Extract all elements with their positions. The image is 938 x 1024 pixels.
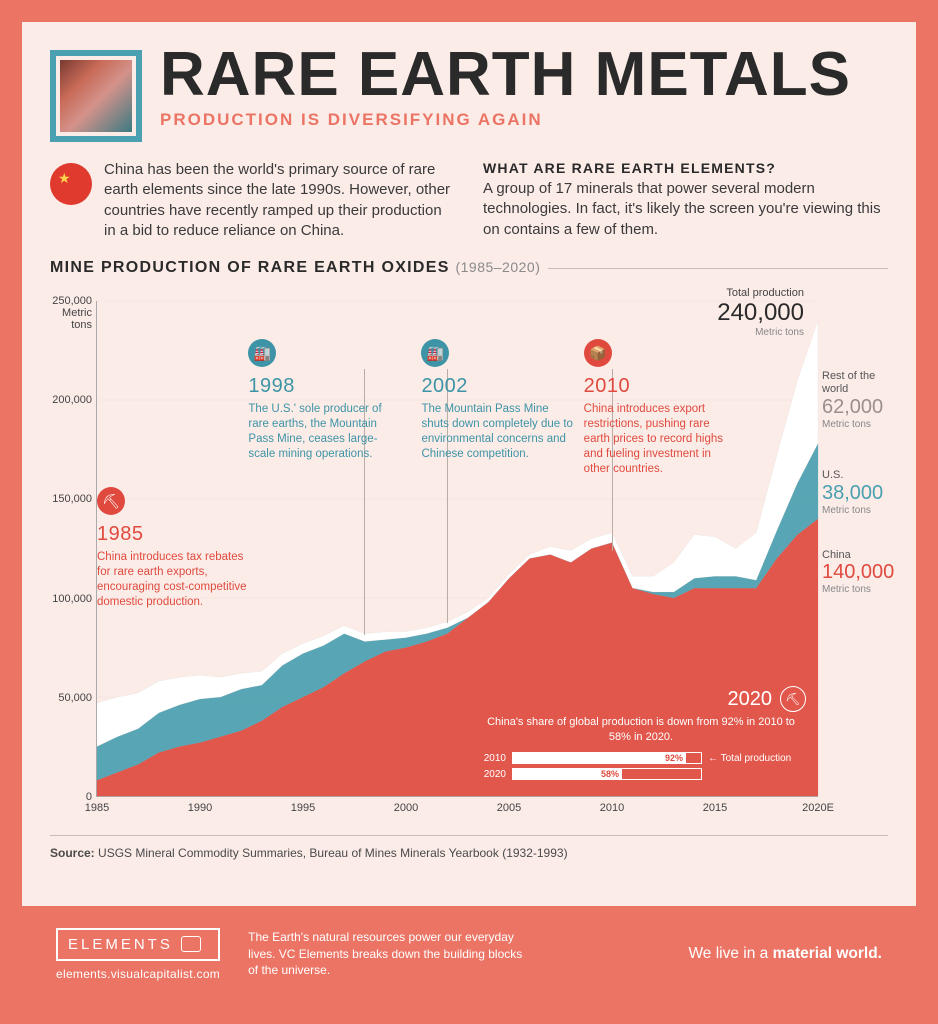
callout-text: China introduces tax rebates for rare ea… bbox=[97, 550, 252, 610]
logo-glyph-icon bbox=[181, 936, 201, 952]
chart-plot-area: 19851990199520002005201020152020E ⛏1985C… bbox=[96, 301, 818, 797]
callout-text: The U.S.' sole producer of rare earths, … bbox=[248, 402, 403, 462]
thumbnail-frame bbox=[50, 50, 142, 142]
footer-description: The Earth's natural resources power our … bbox=[248, 929, 528, 979]
callout-year: 2002 bbox=[421, 373, 576, 399]
series-end-label: Rest of the world62,000Metric tons bbox=[822, 370, 886, 430]
x-axis-tick-label: 1995 bbox=[291, 802, 315, 814]
callout-year: 1985 bbox=[97, 521, 252, 547]
callout-year: 1998 bbox=[248, 373, 403, 399]
inset-share-bar: 201092%← Total production bbox=[476, 752, 806, 764]
thumbnail-image bbox=[60, 60, 132, 132]
header: RARE EARTH METALS PRODUCTION IS DIVERSIF… bbox=[50, 50, 888, 142]
x-axis-tick-label: 2005 bbox=[497, 802, 521, 814]
x-axis-tick-label: 2000 bbox=[394, 802, 418, 814]
inset-year: 2020 bbox=[728, 688, 773, 710]
china-flag-icon bbox=[50, 163, 92, 205]
x-axis-tick-label: 2015 bbox=[703, 802, 727, 814]
callout-icon: ⛏ bbox=[97, 487, 125, 515]
chart-title: MINE PRODUCTION OF RARE EARTH OXIDES (19… bbox=[50, 259, 540, 277]
y-axis-tick-label: 150,000 bbox=[52, 493, 92, 505]
source-citation: Source: USGS Mineral Commodity Summaries… bbox=[50, 835, 888, 860]
x-axis-tick-label: 2020E bbox=[802, 802, 834, 814]
callout-icon: 🏭 bbox=[248, 339, 276, 367]
callout-year: 2010 bbox=[584, 373, 739, 399]
inset-2020-panel: 2020 ⛏ China's share of global productio… bbox=[476, 688, 806, 784]
x-axis-tick-label: 1990 bbox=[188, 802, 212, 814]
callout-icon: 📦 bbox=[584, 339, 612, 367]
mine-cart-icon: ⛏ bbox=[780, 686, 806, 712]
intro-right-text: A group of 17 minerals that power severa… bbox=[483, 179, 888, 240]
divider bbox=[548, 268, 888, 269]
callout-2010: 📦 2010 China introduces export restriction… bbox=[584, 339, 739, 477]
y-axis-tick-label: 50,000 bbox=[58, 692, 92, 704]
y-axis-tick-label: 200,000 bbox=[52, 394, 92, 406]
callout-text: The Mountain Pass Mine shuts down comple… bbox=[421, 402, 576, 462]
y-axis-tick-label: 100,000 bbox=[52, 593, 92, 605]
callout-icon: 🏭 bbox=[421, 339, 449, 367]
intro-left-text: China has been the world's primary sourc… bbox=[104, 160, 455, 241]
inset-text: China's share of global production is do… bbox=[476, 715, 806, 744]
callout-2002: 🏭 2002 The Mountain Pass Mine shuts down c… bbox=[421, 339, 576, 462]
footer-tagline: We live in a material world. bbox=[688, 945, 882, 963]
series-end-label: China140,000Metric tons bbox=[822, 549, 886, 596]
footer: ELEMENTS elements.visualcapitalist.com T… bbox=[22, 906, 916, 1002]
series-end-label: U.S.38,000Metric tons bbox=[822, 469, 886, 516]
y-axis-tick-label: 250,000 Metric tons bbox=[50, 295, 92, 331]
page-title: RARE EARTH METALS bbox=[160, 44, 851, 106]
callout-1998: 🏭 1998 The U.S.' sole producer of rare ear… bbox=[248, 339, 403, 462]
x-axis-tick-label: 1985 bbox=[85, 802, 109, 814]
intro-section: China has been the world's primary sourc… bbox=[50, 160, 888, 241]
footer-url: elements.visualcapitalist.com bbox=[56, 967, 220, 981]
callout-text: China introduces export restrictions, pu… bbox=[584, 402, 739, 477]
x-axis-tick-label: 2010 bbox=[600, 802, 624, 814]
callout-1985: ⛏ 1985 China introduces tax rebates for ra… bbox=[97, 487, 252, 610]
inset-share-bar: 202058% bbox=[476, 768, 806, 780]
intro-right-heading: WHAT ARE RARE EARTH ELEMENTS? bbox=[483, 160, 888, 176]
chart-container: Total production 240,000 Metric tons 050… bbox=[50, 283, 888, 825]
elements-logo: ELEMENTS bbox=[56, 928, 220, 961]
page-subtitle: PRODUCTION IS DIVERSIFYING AGAIN bbox=[160, 110, 851, 130]
